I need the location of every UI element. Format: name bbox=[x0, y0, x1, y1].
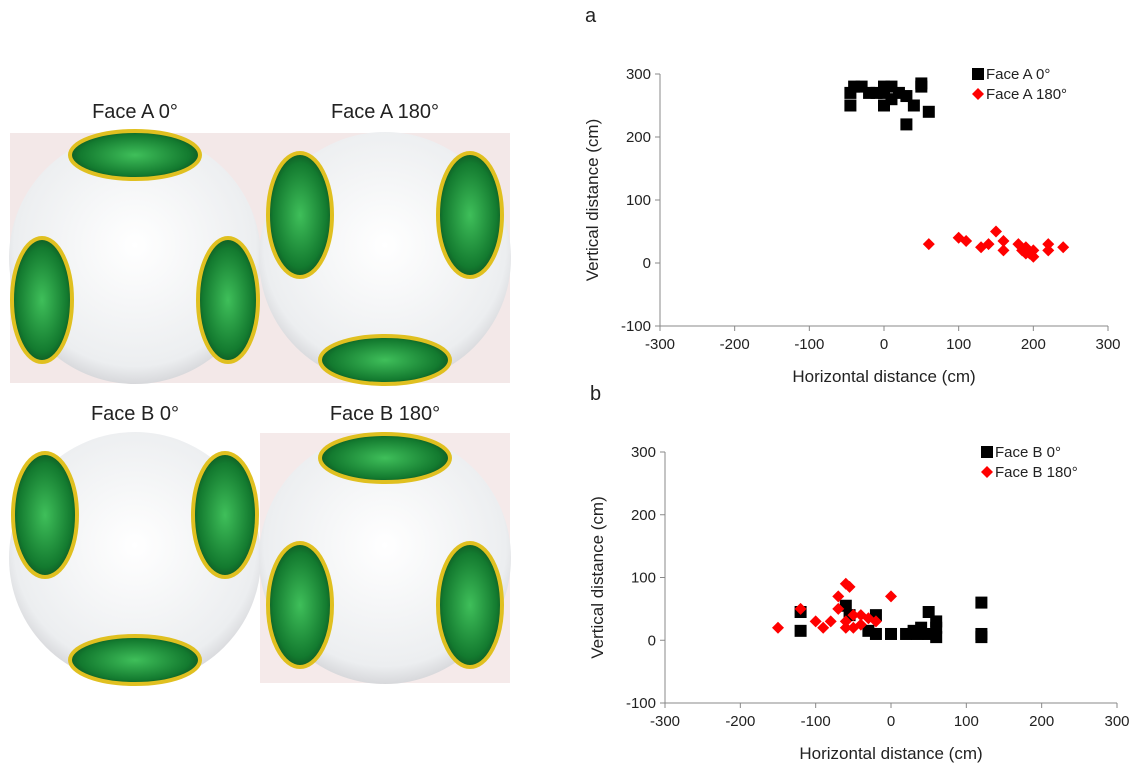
panel-patch bbox=[438, 153, 502, 277]
panel-patch bbox=[438, 543, 502, 667]
photo-label: Face B 0° bbox=[91, 403, 179, 425]
photo-label: Face B 180° bbox=[330, 403, 440, 425]
y-tick-label: 200 bbox=[626, 129, 651, 146]
point bbox=[997, 244, 1009, 256]
x-tick-label: 100 bbox=[954, 713, 979, 730]
photo-label: Face A 0° bbox=[92, 101, 178, 123]
y-tick-label: 100 bbox=[626, 192, 651, 209]
x-tick-label: -200 bbox=[725, 713, 755, 730]
figure: Face A 0° Face A 180° Face B 0° Face B 1… bbox=[0, 0, 1132, 774]
x-tick-label: -100 bbox=[801, 713, 831, 730]
y-tick-label: -100 bbox=[621, 318, 651, 335]
x-tick-label: -200 bbox=[720, 336, 750, 353]
point bbox=[900, 118, 912, 130]
point bbox=[1057, 241, 1069, 253]
point bbox=[930, 622, 942, 634]
photo-label: Face A 180° bbox=[331, 101, 439, 123]
x-axis-label: Horizontal distance (cm) bbox=[792, 367, 975, 386]
x-tick-label: -100 bbox=[794, 336, 824, 353]
point bbox=[795, 625, 807, 637]
x-axis-label: Horizontal distance (cm) bbox=[799, 744, 982, 763]
legend-marker bbox=[972, 68, 984, 80]
x-tick-label: -300 bbox=[650, 713, 680, 730]
panel-patch bbox=[70, 131, 200, 179]
panel-patch bbox=[320, 336, 450, 384]
panel-patch bbox=[268, 153, 332, 277]
point bbox=[772, 622, 784, 634]
legend-marker bbox=[972, 88, 984, 100]
panel-patch bbox=[320, 434, 450, 482]
y-tick-label: 0 bbox=[648, 632, 656, 649]
point bbox=[885, 590, 897, 602]
point bbox=[844, 100, 856, 112]
legend-marker bbox=[981, 466, 993, 478]
y-tick-label: -100 bbox=[626, 695, 656, 712]
y-tick-label: 300 bbox=[631, 444, 656, 461]
x-tick-label: 300 bbox=[1095, 336, 1120, 353]
y-tick-label: 100 bbox=[631, 570, 656, 587]
y-axis-label: Vertical distance (cm) bbox=[588, 496, 607, 659]
legend-label: Face B 180° bbox=[995, 464, 1078, 481]
point bbox=[923, 106, 935, 118]
x-tick-label: 0 bbox=[887, 713, 895, 730]
x-tick-label: 200 bbox=[1029, 713, 1054, 730]
x-tick-label: 0 bbox=[880, 336, 888, 353]
legend-label: Face B 0° bbox=[995, 444, 1061, 461]
legend-label: Face A 180° bbox=[986, 86, 1067, 103]
x-tick-label: -300 bbox=[645, 336, 675, 353]
legend-label: Face A 0° bbox=[986, 66, 1050, 83]
y-tick-label: 300 bbox=[626, 66, 651, 83]
y-tick-label: 200 bbox=[631, 507, 656, 524]
panel-patch bbox=[193, 453, 257, 577]
point bbox=[885, 628, 897, 640]
point bbox=[990, 226, 1002, 238]
point bbox=[871, 87, 883, 99]
legend-marker bbox=[981, 446, 993, 458]
panel-label: b bbox=[590, 383, 601, 405]
x-tick-label: 100 bbox=[946, 336, 971, 353]
point bbox=[870, 628, 882, 640]
ball-photos: Face A 0° Face A 180° Face B 0° Face B 1… bbox=[9, 101, 511, 684]
point bbox=[923, 238, 935, 250]
point bbox=[840, 622, 852, 634]
point bbox=[908, 100, 920, 112]
point bbox=[975, 631, 987, 643]
x-tick-label: 200 bbox=[1021, 336, 1046, 353]
panel-patch bbox=[268, 543, 332, 667]
point bbox=[911, 628, 923, 640]
y-axis-label: Vertical distance (cm) bbox=[583, 119, 602, 282]
panel-patch bbox=[70, 636, 200, 684]
point bbox=[893, 87, 905, 99]
point bbox=[915, 81, 927, 93]
point bbox=[1042, 244, 1054, 256]
panel-patch bbox=[12, 238, 72, 362]
panel-patch bbox=[198, 238, 258, 362]
x-tick-label: 300 bbox=[1104, 713, 1129, 730]
panel-label: a bbox=[585, 5, 597, 27]
y-tick-label: 0 bbox=[643, 255, 651, 272]
panel-patch bbox=[13, 453, 77, 577]
point bbox=[975, 597, 987, 609]
